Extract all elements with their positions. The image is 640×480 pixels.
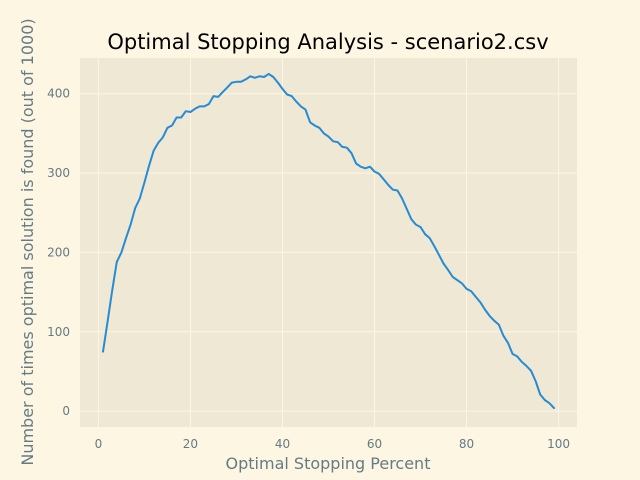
x-axis-ticks: 0 20 40 60 80 100 (95, 437, 570, 451)
chart-title: Optimal Stopping Analysis - scenario2.cs… (107, 30, 548, 54)
x-axis-label: Optimal Stopping Percent (226, 454, 431, 473)
y-tick-label: 200 (47, 245, 70, 259)
x-tick-label: 80 (459, 437, 474, 451)
x-tick-label: 60 (367, 437, 382, 451)
y-axis-label: Number of times optimal solution is foun… (18, 18, 37, 465)
y-tick-label: 400 (47, 87, 70, 101)
series-line (102, 72, 555, 409)
y-tick-label: 300 (47, 166, 70, 180)
x-tick-label: 0 (95, 437, 103, 451)
y-tick-label: 100 (47, 325, 70, 339)
plot-area (80, 58, 577, 427)
x-tick-label: 40 (275, 437, 290, 451)
x-tick-label: 20 (183, 437, 198, 451)
grid (80, 58, 577, 427)
x-tick-label: 100 (547, 437, 570, 451)
y-tick-label: 0 (62, 404, 70, 418)
y-axis-ticks: 0 100 200 300 400 (47, 87, 70, 418)
